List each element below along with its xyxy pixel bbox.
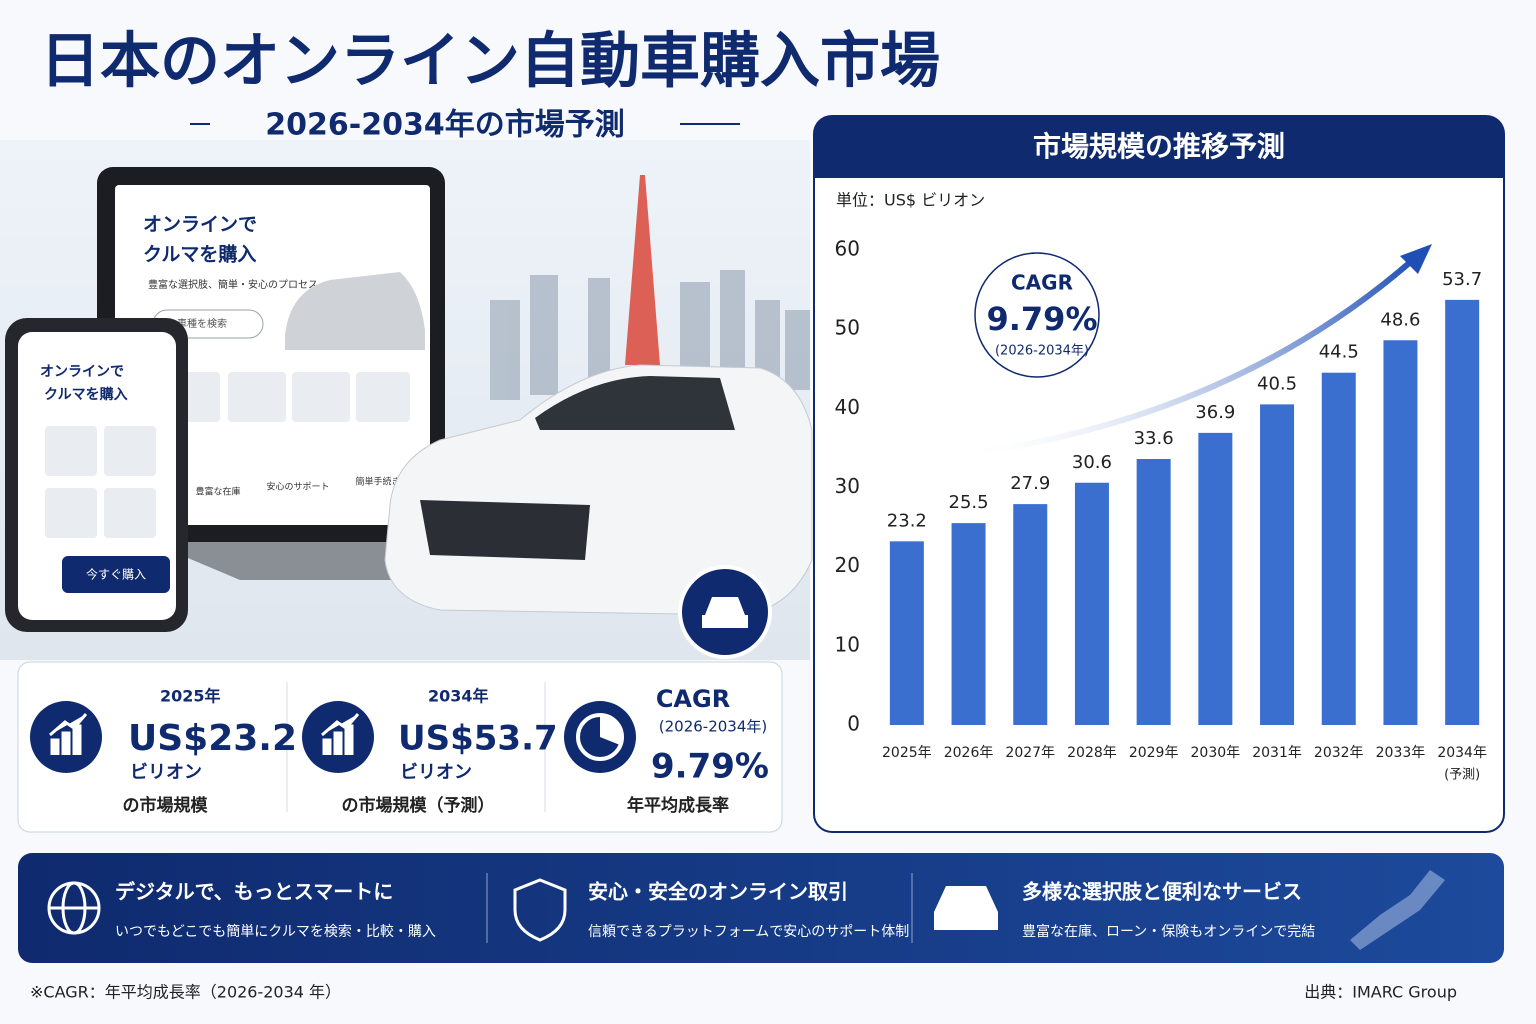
bar [1260, 404, 1295, 725]
car-window [535, 376, 735, 430]
trend-arrow-head [1400, 244, 1432, 274]
y-tick-label: 0 [847, 712, 860, 736]
laptop-heading: クルマを購入 [143, 243, 256, 266]
footnote: ※CAGR：年平均成長率（2026-2034 年） [30, 983, 341, 1002]
stat-year: 2034年 [428, 687, 489, 706]
laptop-tagline: 豊富な選択肢、簡単・安心のプロセス [148, 278, 318, 291]
laptop-heading: オンラインで [143, 214, 257, 236]
value-label: 53.7 [1442, 269, 1482, 290]
x-tick-label: 2026年 [944, 745, 994, 761]
value-label: 30.6 [1072, 452, 1112, 473]
stat-value: US$53.7 [398, 719, 558, 759]
y-tick-label: 20 [835, 553, 860, 577]
page-title: 日本のオンライン自動車購入市場 [40, 27, 940, 97]
laptop-screen [115, 185, 430, 525]
feature-title: 安心・安全のオンライン取引 [588, 880, 848, 904]
stat-caption: の市場規模 [123, 795, 209, 816]
x-tick-label: 2025年 [882, 745, 932, 761]
value-label: 33.6 [1134, 428, 1174, 449]
buy-button-text: 今すぐ購入 [86, 567, 146, 582]
bar [1198, 432, 1233, 725]
y-tick-label: 50 [835, 316, 860, 340]
cagr-period: (2026-2034年) [995, 344, 1089, 359]
value-label: 44.5 [1319, 342, 1359, 363]
car-icon [934, 886, 998, 930]
y-tick-label: 40 [835, 395, 860, 419]
bar [1383, 340, 1418, 725]
phone-tiles [45, 426, 156, 538]
car-grille [420, 500, 590, 560]
value-label: 25.5 [949, 492, 989, 513]
bar [889, 541, 924, 725]
x-tick-label: 2034年 [1437, 745, 1487, 761]
bar [1013, 504, 1048, 725]
phone-heading: クルマを購入 [44, 386, 128, 403]
feature-title: 多様な選択肢と便利なサービス [1022, 880, 1302, 904]
feature-banner [18, 853, 1504, 963]
phone-screen [18, 332, 176, 620]
x-tick-label: 2031年 [1252, 745, 1302, 761]
stat-year: 2025年 [160, 687, 221, 706]
y-tick-label: 10 [835, 632, 860, 656]
tokyo-tower [625, 175, 660, 365]
stat-unit: ビリオン [130, 762, 202, 783]
x-tick-label: 2030年 [1191, 745, 1241, 761]
chart-header [814, 116, 1504, 178]
stat-caption: 年平均成長率 [627, 795, 729, 816]
stat-value: US$23.2 [128, 718, 297, 759]
laptop-feature: 簡単手続き [355, 476, 400, 488]
shield-icon [513, 878, 567, 942]
japan-map [1350, 870, 1445, 950]
y-tick-label: 30 [835, 474, 860, 498]
subtitle: 2026-2034年の市場予測 [265, 108, 624, 143]
bar [951, 523, 986, 725]
unit-label: 単位：US$ ビリオン [836, 191, 985, 210]
stat-value: 9.79% [651, 747, 769, 787]
x-tick-label: 2028年 [1067, 745, 1117, 761]
source: 出典：IMARC Group [1304, 983, 1457, 1002]
car-badge-icon [702, 597, 748, 628]
buy-button [62, 556, 170, 593]
bar [1074, 482, 1109, 725]
bar [1321, 372, 1356, 725]
phone-heading: オンラインで [40, 364, 124, 380]
value-label: 40.5 [1257, 373, 1297, 394]
cagr-value: 9.79% [986, 300, 1097, 338]
x-tick-label: 2032年 [1314, 745, 1364, 761]
forecast-note: (予測) [1444, 768, 1480, 783]
cagr-circle [974, 252, 1100, 378]
thumbnails [162, 372, 410, 422]
cagr-label: CAGR [1011, 271, 1073, 295]
stat-caption: の市場規模（予測） [342, 795, 495, 816]
stat-unit: ビリオン [400, 762, 472, 783]
laptop-car [285, 272, 425, 350]
laptop-feature: 安心のサポート [266, 481, 329, 493]
stat-icon [302, 701, 374, 773]
value-label: 23.2 [887, 510, 927, 531]
x-tick-label: 2029年 [1129, 745, 1179, 761]
value-label: 48.6 [1380, 309, 1420, 330]
value-label: 27.9 [1010, 473, 1050, 494]
feature-text: 豊富な在庫、ローン・保険もオンラインで完結 [1022, 923, 1315, 940]
stat-title: CAGR [656, 685, 730, 713]
x-tick-label: 2033年 [1376, 745, 1426, 761]
chart-title: 市場規模の推移予測 [1033, 130, 1285, 163]
stat-icon [30, 701, 102, 773]
stat-icon [564, 701, 636, 773]
globe-icon [47, 881, 101, 935]
search-text: 車種を検索 [177, 317, 227, 330]
feature-text: 信頼できるプラットフォームで安心のサポート体制 [588, 924, 909, 940]
bar [1445, 299, 1480, 725]
trend-arrow [959, 255, 1417, 458]
stat-period: (2026-2034年) [659, 718, 767, 736]
x-tick-label: 2027年 [1005, 745, 1055, 761]
bar [1136, 459, 1171, 725]
y-tick-label: 60 [835, 237, 860, 261]
value-label: 36.9 [1195, 402, 1235, 423]
feature-title: デジタルで、もっとスマートに [115, 880, 393, 904]
feature-text: いつでもどこでも簡単にクルマを検索・比較・購入 [115, 923, 436, 940]
laptop-feature: 豊富な在庫 [195, 486, 240, 498]
